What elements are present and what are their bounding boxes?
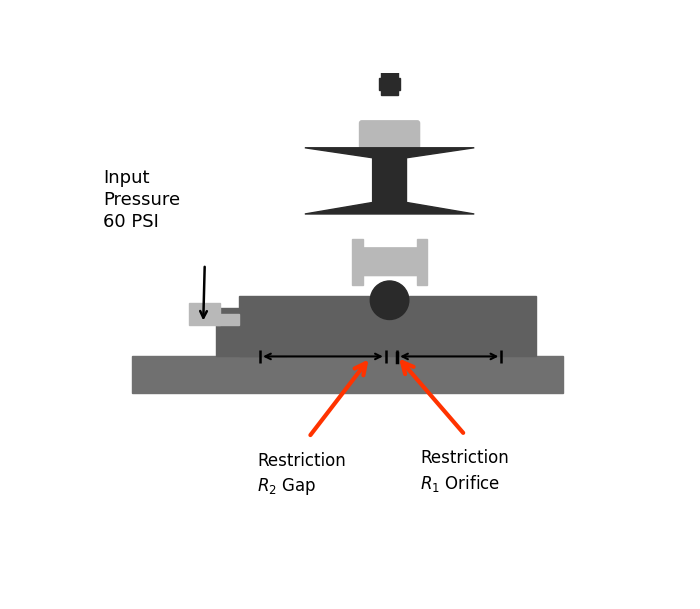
FancyBboxPatch shape — [360, 121, 419, 149]
Text: Input
Pressure
60 PSI: Input Pressure 60 PSI — [103, 169, 180, 231]
Polygon shape — [305, 148, 475, 214]
Polygon shape — [216, 308, 286, 356]
Text: Restriction
$R_1$ Orifice: Restriction $R_1$ Orifice — [420, 449, 509, 495]
Bar — [379, 78, 400, 90]
Bar — [352, 239, 363, 285]
Polygon shape — [239, 297, 536, 356]
Bar — [216, 314, 239, 325]
Bar — [381, 0, 398, 94]
Text: Restriction
$R_2$ Gap: Restriction $R_2$ Gap — [257, 452, 346, 497]
Circle shape — [370, 281, 409, 320]
Bar — [416, 239, 427, 285]
Bar — [132, 356, 563, 393]
Bar — [189, 303, 220, 325]
FancyBboxPatch shape — [360, 248, 419, 276]
